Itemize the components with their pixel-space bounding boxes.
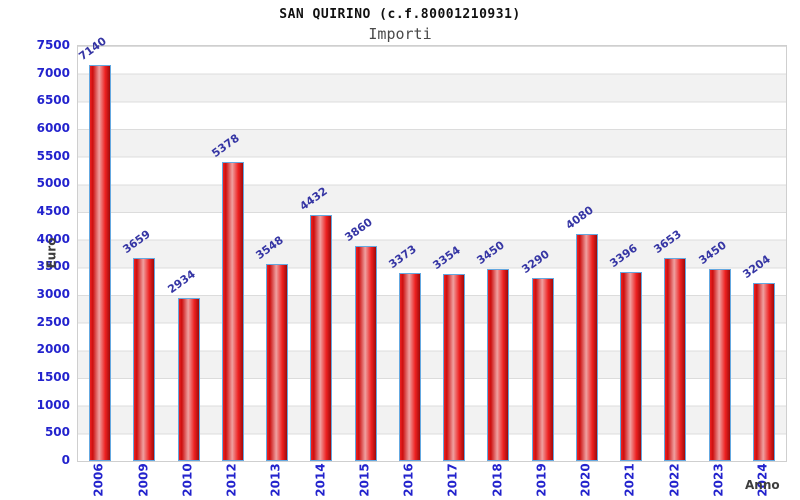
x-tick-label: 2010 bbox=[180, 463, 195, 497]
y-tick-label: 5000 bbox=[36, 176, 70, 191]
x-tick-label: 2021 bbox=[623, 463, 638, 497]
bar-value-label: 3548 bbox=[253, 233, 286, 262]
x-tick-label: 2013 bbox=[269, 463, 284, 497]
bar bbox=[531, 278, 554, 461]
bar bbox=[487, 269, 510, 461]
bar bbox=[89, 65, 112, 461]
x-axis-tick-labels: 2006 2009 2010 2012 2013 2014 2015 2016 2017 2018… bbox=[77, 461, 785, 500]
bar bbox=[620, 272, 643, 461]
y-axis-title: Euro bbox=[44, 237, 58, 269]
bar-value-label: 3354 bbox=[430, 243, 463, 272]
bar bbox=[752, 283, 775, 461]
bar-value-label: 4080 bbox=[563, 203, 596, 232]
y-tick-label: 2000 bbox=[36, 342, 70, 357]
bar-value-label: 3860 bbox=[341, 215, 375, 244]
bar-value-label: 3290 bbox=[518, 247, 552, 276]
y-tick-label: 7000 bbox=[36, 65, 70, 80]
y-tick-label: 2500 bbox=[36, 314, 70, 329]
bar bbox=[266, 264, 289, 461]
chart-title: SAN QUIRINO (c.f.80001210931) bbox=[279, 7, 521, 22]
bar-value-label: 3204 bbox=[740, 252, 773, 281]
chart-subtitle: Importi bbox=[368, 25, 432, 43]
x-tick-label: 2023 bbox=[711, 463, 726, 497]
bar-value-label: 3653 bbox=[651, 227, 685, 256]
bar-value-label: 3450 bbox=[474, 238, 508, 267]
x-tick-label: 2022 bbox=[667, 463, 682, 497]
bar-value-label: 4432 bbox=[297, 184, 331, 213]
bar bbox=[443, 274, 466, 461]
x-tick-label: 2006 bbox=[92, 463, 107, 497]
x-axis-title: Anno bbox=[745, 478, 780, 492]
bar-value-label: 2934 bbox=[164, 267, 198, 296]
y-tick-label: 500 bbox=[44, 425, 70, 440]
x-tick-label: 2019 bbox=[534, 463, 549, 497]
x-tick-label: 2016 bbox=[401, 463, 416, 497]
y-tick-label: 4000 bbox=[36, 231, 70, 246]
x-tick-label: 2012 bbox=[224, 463, 239, 497]
y-tick-label: 5500 bbox=[36, 148, 70, 163]
x-tick-label: 2018 bbox=[490, 463, 505, 497]
y-tick-label: 0 bbox=[61, 453, 70, 467]
y-tick-label: 6500 bbox=[36, 93, 70, 108]
bar-value-label: 3659 bbox=[120, 227, 154, 256]
bar-value-label: 3450 bbox=[695, 238, 729, 267]
bar bbox=[133, 258, 156, 461]
y-tick-label: 3000 bbox=[36, 287, 70, 301]
x-tick-label: 2020 bbox=[578, 463, 593, 497]
bar-value-label: 5378 bbox=[209, 131, 242, 160]
x-tick-label: 2015 bbox=[357, 463, 372, 497]
bar bbox=[664, 258, 687, 461]
y-tick-label: 6000 bbox=[36, 121, 70, 135]
bar-value-label: 3396 bbox=[607, 241, 640, 270]
bar bbox=[354, 246, 377, 461]
bar bbox=[310, 215, 333, 461]
y-tick-label: 3500 bbox=[36, 259, 70, 274]
x-tick-label: 2014 bbox=[313, 463, 328, 497]
bar-value-label: 3373 bbox=[386, 242, 419, 271]
y-tick-label: 1500 bbox=[36, 370, 70, 384]
y-tick-label: 1000 bbox=[36, 397, 70, 412]
y-tick-label: 4500 bbox=[36, 204, 70, 218]
bar bbox=[398, 273, 421, 461]
bar bbox=[177, 298, 200, 461]
x-tick-label: 2009 bbox=[136, 463, 151, 497]
x-tick-label: 2017 bbox=[446, 463, 461, 497]
bar bbox=[221, 162, 244, 461]
y-tick-label: 7500 bbox=[36, 38, 70, 52]
bar bbox=[708, 269, 731, 461]
plot-area: 7140 3659 2934 5378 3548 4432 3860 3373 3354 3450… bbox=[76, 34, 787, 462]
bar bbox=[575, 234, 598, 461]
